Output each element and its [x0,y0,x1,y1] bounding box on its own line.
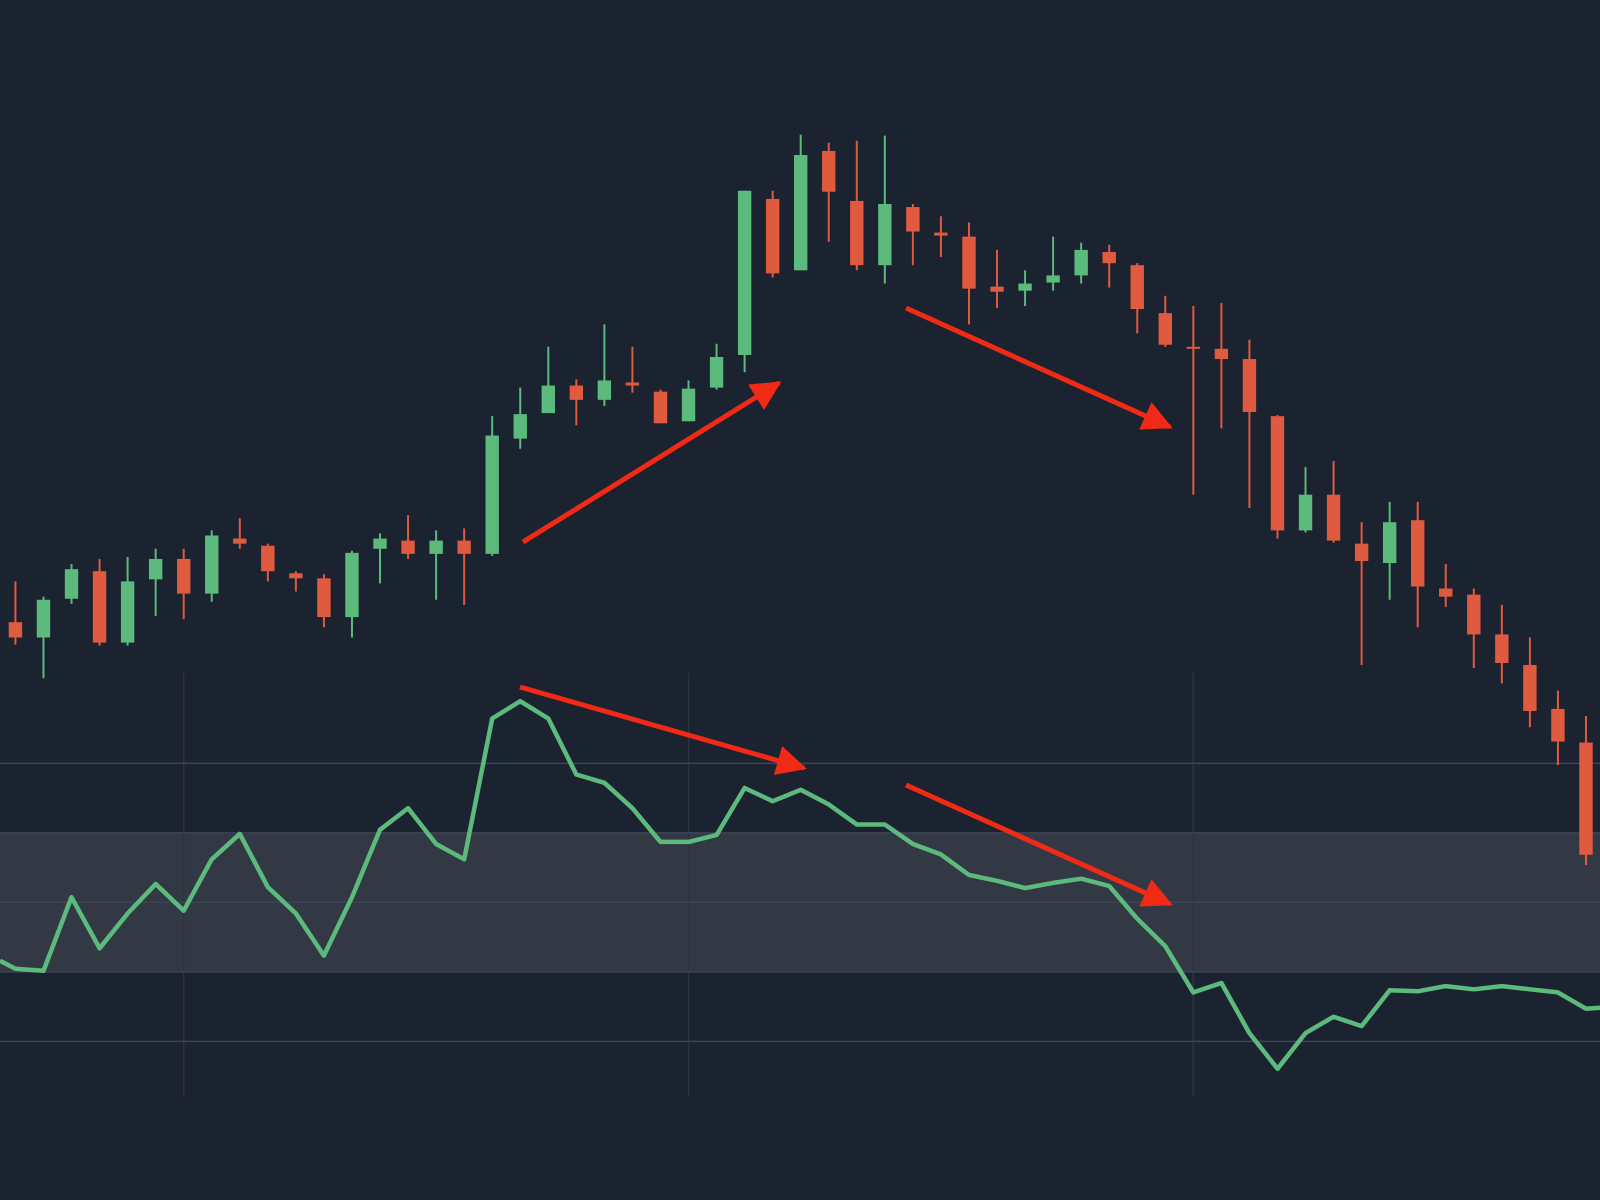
candle-body [1579,742,1593,855]
candle-body [962,236,976,289]
candle-body [1074,249,1088,276]
price-panel [8,134,1593,865]
candle-body [1523,665,1537,711]
candle-body [906,207,920,232]
candle-body [765,198,780,274]
candle-body [8,622,23,638]
candle-body [373,538,387,549]
candle-body [1186,346,1201,349]
candle-body [233,538,247,544]
candle-body [850,200,864,266]
candle-body [653,391,668,424]
candle-body [1158,313,1172,345]
candle-body [261,545,275,572]
candle-body [1354,543,1369,561]
candle-body [429,540,443,554]
candle-body [1382,522,1397,564]
candle-body [737,190,752,355]
candle-body [148,558,163,580]
arrow [904,305,1173,430]
candle-body [457,540,471,554]
candle-body [1411,520,1425,587]
candle-body [1298,494,1313,531]
candle-body [822,150,836,192]
arrow [521,380,782,545]
candle-body [934,232,948,236]
candle-body [541,385,555,414]
arrow [904,782,1173,907]
candle-body [485,435,499,554]
candle-body [176,558,191,594]
candle-body [205,535,219,594]
candle-body [513,414,527,439]
candle-body [1326,494,1341,541]
candle-body [794,155,808,271]
candle-body [878,204,892,266]
candle-body [681,388,696,422]
candle-body [1495,634,1509,663]
candle-body [317,578,331,618]
candle-body [1018,283,1032,291]
candle-body [597,380,612,400]
candle-body [1551,708,1565,742]
candle-body [990,286,1004,292]
candle-body [345,552,359,618]
candle-body [1046,275,1060,283]
candle-body [64,569,79,599]
candle-body [1102,251,1116,264]
candle-body [569,385,584,400]
oscillator-line [0,698,1600,1072]
candle-body [709,357,724,388]
candle-body [1242,359,1257,413]
oscillator-panel [0,673,1600,1097]
candle-body [289,573,303,579]
annotations [519,305,1173,907]
candle-body [36,599,51,638]
candle-body [120,581,135,643]
candle-body [1467,594,1481,635]
candle-body [1130,265,1144,310]
arrow [519,684,807,776]
candle-body [401,540,415,554]
candle-body [92,571,107,643]
candle-body [1439,588,1453,597]
candle-body [1270,416,1285,531]
candle-body [1214,348,1229,360]
candle-body [625,382,640,386]
